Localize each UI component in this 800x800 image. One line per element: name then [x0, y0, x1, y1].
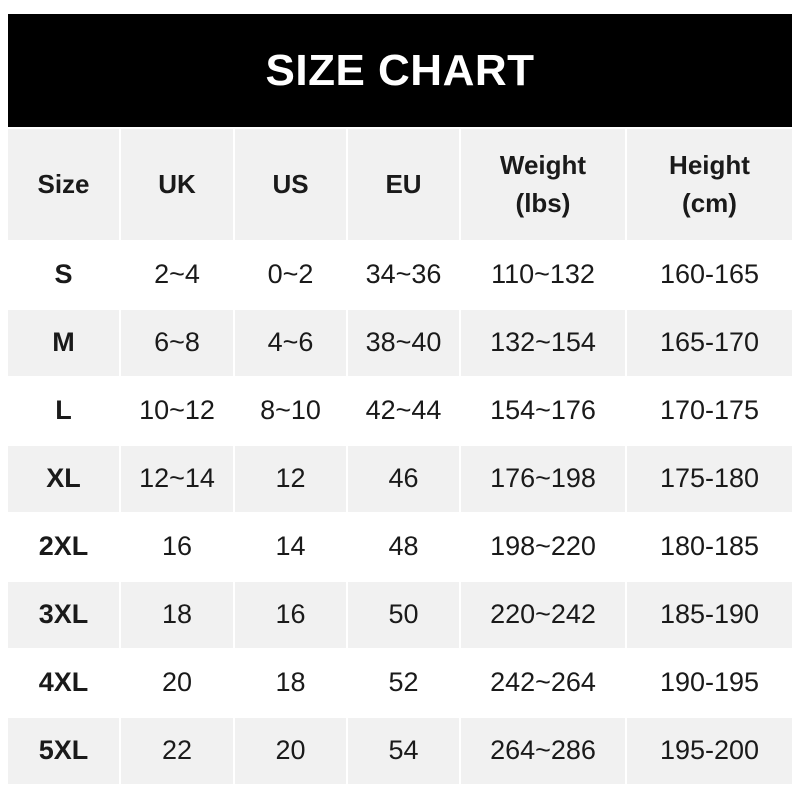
column-header-uk: UK [121, 127, 235, 240]
cell-uk: 12~14 [121, 444, 235, 512]
cell-height: 185-190 [627, 580, 792, 648]
column-header-weight: Weight (lbs) [461, 127, 627, 240]
column-header-us: US [235, 127, 348, 240]
cell-weight: 132~154 [461, 308, 627, 376]
cell-weight: 110~132 [461, 240, 627, 308]
cell-eu: 50 [348, 580, 461, 648]
cell-us: 20 [235, 716, 348, 784]
cell-uk: 6~8 [121, 308, 235, 376]
size-label: M [8, 308, 121, 376]
cell-us: 4~6 [235, 308, 348, 376]
cell-us: 14 [235, 512, 348, 580]
size-label: 4XL [8, 648, 121, 716]
cell-weight: 154~176 [461, 376, 627, 444]
column-header-height: Height (cm) [627, 127, 792, 240]
cell-uk: 2~4 [121, 240, 235, 308]
cell-weight: 242~264 [461, 648, 627, 716]
cell-us: 18 [235, 648, 348, 716]
cell-height: 170-175 [627, 376, 792, 444]
cell-us: 8~10 [235, 376, 348, 444]
cell-eu: 38~40 [348, 308, 461, 376]
cell-eu: 54 [348, 716, 461, 784]
cell-eu: 48 [348, 512, 461, 580]
size-table: Size UK US EU Weight (lbs) Height (cm) S 2~4 0~2… [8, 127, 792, 784]
cell-height: 165-170 [627, 308, 792, 376]
cell-us: 16 [235, 580, 348, 648]
size-label: S [8, 240, 121, 308]
cell-height: 175-180 [627, 444, 792, 512]
cell-eu: 46 [348, 444, 461, 512]
cell-uk: 20 [121, 648, 235, 716]
cell-weight: 264~286 [461, 716, 627, 784]
column-header-size: Size [8, 127, 121, 240]
column-header-eu: EU [348, 127, 461, 240]
cell-weight: 176~198 [461, 444, 627, 512]
cell-weight: 220~242 [461, 580, 627, 648]
size-label: 2XL [8, 512, 121, 580]
cell-uk: 22 [121, 716, 235, 784]
size-label: 5XL [8, 716, 121, 784]
cell-eu: 34~36 [348, 240, 461, 308]
cell-uk: 18 [121, 580, 235, 648]
cell-weight: 198~220 [461, 512, 627, 580]
size-label: L [8, 376, 121, 444]
cell-eu: 42~44 [348, 376, 461, 444]
cell-uk: 16 [121, 512, 235, 580]
cell-uk: 10~12 [121, 376, 235, 444]
cell-height: 190-195 [627, 648, 792, 716]
cell-height: 195-200 [627, 716, 792, 784]
size-label: XL [8, 444, 121, 512]
page-title: SIZE CHART [265, 45, 535, 95]
cell-eu: 52 [348, 648, 461, 716]
size-label: 3XL [8, 580, 121, 648]
cell-us: 12 [235, 444, 348, 512]
cell-height: 160-165 [627, 240, 792, 308]
title-banner: SIZE CHART [8, 14, 792, 127]
cell-height: 180-185 [627, 512, 792, 580]
cell-us: 0~2 [235, 240, 348, 308]
